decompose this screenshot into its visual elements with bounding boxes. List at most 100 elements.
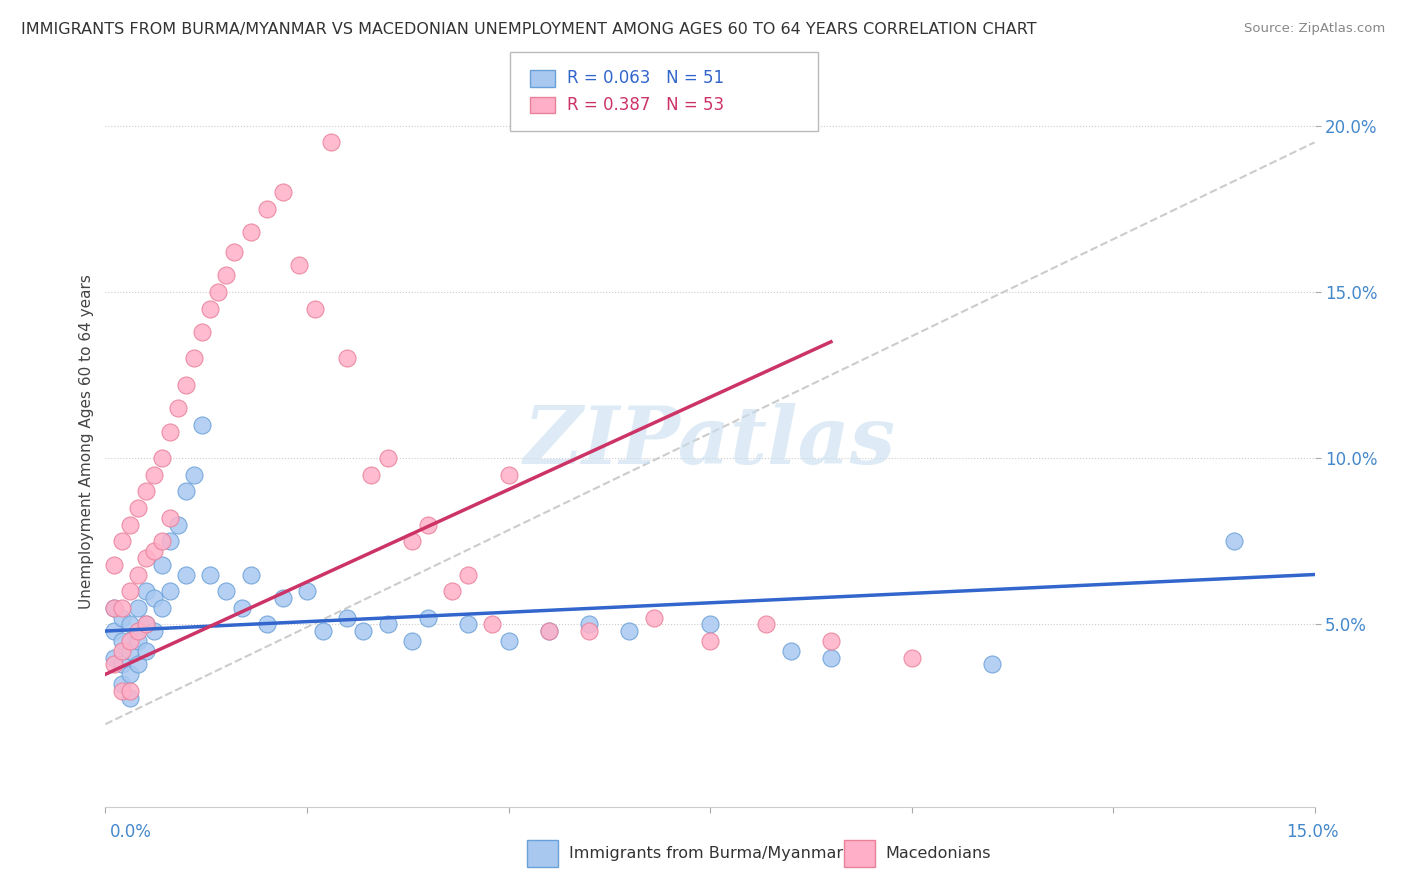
Point: [118, 617, 141, 632]
Point: [127, 624, 149, 638]
Point: [191, 417, 214, 432]
Point: [110, 677, 132, 691]
Point: [755, 617, 778, 632]
Point: [457, 567, 479, 582]
Point: [578, 624, 600, 638]
Point: [820, 634, 842, 648]
Point: [167, 517, 190, 532]
Text: 0.0%: 0.0%: [110, 822, 152, 840]
Point: [441, 584, 464, 599]
Point: [159, 584, 181, 599]
Point: [103, 600, 125, 615]
Point: [150, 600, 173, 615]
Point: [900, 650, 922, 665]
Point: [103, 600, 125, 615]
Point: [118, 667, 141, 681]
Point: [498, 634, 520, 648]
Point: [103, 657, 125, 672]
Point: [183, 351, 205, 366]
Point: [127, 567, 149, 582]
Point: [127, 501, 149, 516]
Point: [118, 644, 141, 658]
Point: [401, 534, 423, 549]
Point: [110, 634, 132, 648]
Y-axis label: Unemployment Among Ages 60 to 64 years: Unemployment Among Ages 60 to 64 years: [79, 274, 94, 609]
Point: [352, 624, 374, 638]
Point: [135, 484, 157, 499]
Point: [150, 534, 173, 549]
Point: [271, 185, 294, 199]
Point: [256, 202, 278, 216]
Point: [174, 484, 197, 499]
Point: [127, 600, 149, 615]
Point: [135, 617, 157, 632]
Point: [321, 136, 343, 150]
Point: [135, 644, 157, 658]
Point: [183, 467, 205, 482]
Point: [779, 644, 801, 658]
Point: [401, 634, 423, 648]
Point: [215, 584, 238, 599]
Point: [110, 684, 132, 698]
Point: [110, 644, 132, 658]
Point: [537, 624, 560, 638]
Point: [481, 617, 503, 632]
Point: [150, 451, 173, 466]
Point: [142, 544, 165, 558]
Point: [167, 401, 190, 416]
Point: [699, 617, 721, 632]
Point: [537, 624, 560, 638]
Point: [1223, 534, 1246, 549]
Point: [256, 617, 278, 632]
Point: [288, 258, 311, 272]
Point: [103, 624, 125, 638]
Point: [159, 425, 181, 439]
Point: [457, 617, 479, 632]
Point: [135, 617, 157, 632]
Point: [215, 268, 238, 283]
Point: [643, 611, 665, 625]
Point: [820, 650, 842, 665]
Point: [699, 634, 721, 648]
Point: [110, 600, 132, 615]
Point: [127, 657, 149, 672]
Point: [416, 517, 439, 532]
Text: R = 0.387   N = 53: R = 0.387 N = 53: [567, 96, 724, 114]
Point: [336, 611, 359, 625]
Point: [103, 650, 125, 665]
Point: [127, 634, 149, 648]
Point: [416, 611, 439, 625]
Point: [135, 550, 157, 565]
Point: [135, 584, 157, 599]
Point: [174, 567, 197, 582]
Point: [377, 451, 399, 466]
Point: [578, 617, 600, 632]
Text: R = 0.063   N = 51: R = 0.063 N = 51: [567, 70, 724, 87]
Point: [239, 225, 262, 239]
Point: [110, 611, 132, 625]
Point: [118, 584, 141, 599]
Point: [142, 591, 165, 605]
Point: [118, 684, 141, 698]
Point: [231, 600, 253, 615]
Point: [304, 301, 326, 316]
Point: [207, 285, 229, 299]
Text: 15.0%: 15.0%: [1286, 822, 1339, 840]
Point: [191, 325, 214, 339]
Point: [224, 245, 246, 260]
Point: [312, 624, 335, 638]
Point: [271, 591, 294, 605]
Point: [103, 558, 125, 572]
Point: [118, 634, 141, 648]
Point: [239, 567, 262, 582]
Point: [981, 657, 1004, 672]
Point: [360, 467, 382, 482]
Point: [142, 467, 165, 482]
Point: [142, 624, 165, 638]
Text: Source: ZipAtlas.com: Source: ZipAtlas.com: [1244, 22, 1385, 36]
Point: [150, 558, 173, 572]
Point: [377, 617, 399, 632]
Text: Immigrants from Burma/Myanmar: Immigrants from Burma/Myanmar: [569, 847, 844, 861]
Point: [336, 351, 359, 366]
Point: [295, 584, 318, 599]
